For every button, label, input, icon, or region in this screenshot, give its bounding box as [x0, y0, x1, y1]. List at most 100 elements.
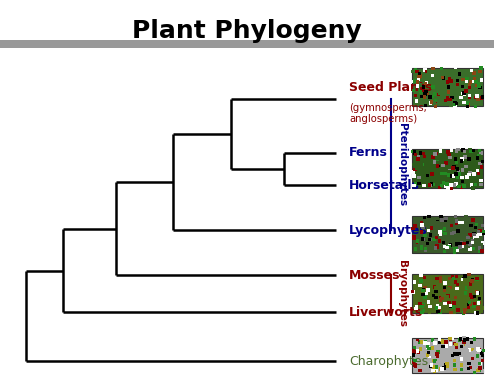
Point	[460, 240, 468, 247]
Point	[458, 158, 466, 164]
Point	[430, 77, 438, 83]
Point	[458, 243, 466, 249]
Point	[473, 353, 481, 359]
Point	[440, 75, 448, 81]
Point	[476, 295, 484, 301]
Point	[443, 237, 451, 244]
Point	[437, 366, 445, 372]
Point	[444, 294, 452, 300]
Point	[429, 181, 437, 188]
Point	[412, 221, 420, 227]
Point	[473, 277, 481, 283]
Point	[443, 181, 451, 187]
Point	[430, 83, 438, 90]
Point	[451, 78, 459, 85]
Point	[473, 276, 481, 282]
Point	[447, 96, 454, 103]
Point	[451, 102, 458, 108]
Point	[465, 341, 473, 347]
Point	[452, 223, 460, 230]
Point	[424, 227, 432, 234]
Point	[439, 89, 447, 95]
Point	[409, 68, 416, 74]
Point	[476, 231, 484, 237]
Point	[433, 275, 441, 281]
Point	[460, 275, 468, 281]
Point	[453, 78, 461, 84]
Point	[468, 347, 476, 353]
Point	[467, 339, 475, 345]
Point	[462, 164, 470, 170]
Point	[478, 358, 486, 364]
Point	[447, 242, 454, 248]
Point	[467, 222, 475, 229]
Point	[421, 294, 429, 300]
Point	[472, 95, 480, 101]
Point	[410, 235, 418, 241]
Point	[458, 83, 466, 90]
Point	[471, 301, 479, 307]
Point	[441, 243, 449, 249]
Point	[466, 147, 474, 153]
Point	[444, 79, 452, 85]
Point	[438, 337, 446, 343]
Point	[456, 244, 464, 250]
Point	[419, 236, 427, 242]
Point	[457, 227, 465, 233]
Point	[473, 93, 481, 99]
Point	[439, 239, 447, 245]
Text: Lycophytes: Lycophytes	[349, 224, 428, 237]
Point	[424, 69, 432, 75]
Point	[464, 365, 472, 371]
Point	[467, 301, 475, 307]
Point	[479, 158, 487, 164]
Point	[420, 287, 428, 293]
Point	[460, 339, 468, 345]
Point	[437, 278, 445, 284]
Point	[463, 76, 471, 82]
Point	[460, 349, 468, 355]
Point	[440, 288, 448, 295]
Point	[472, 309, 480, 315]
Point	[461, 276, 469, 283]
Point	[418, 72, 426, 78]
Point	[437, 213, 445, 220]
Point	[475, 152, 483, 159]
Point	[466, 169, 474, 175]
Point	[425, 340, 433, 347]
Point	[475, 300, 483, 306]
Point	[477, 77, 485, 83]
Point	[459, 147, 467, 153]
Point	[474, 366, 482, 372]
Point	[454, 307, 462, 313]
Point	[419, 84, 427, 90]
Point	[460, 90, 468, 96]
Point	[458, 178, 466, 185]
Point	[421, 284, 429, 291]
Point	[458, 185, 466, 191]
Point	[420, 94, 428, 100]
Point	[464, 301, 472, 308]
Point	[451, 103, 459, 109]
Point	[463, 75, 471, 81]
Point	[452, 68, 459, 74]
Point	[448, 182, 455, 188]
Point	[452, 341, 460, 347]
Point	[443, 94, 451, 100]
Point	[432, 285, 440, 291]
Point	[455, 337, 463, 343]
Point	[435, 166, 443, 172]
Point	[465, 284, 473, 290]
Point	[434, 163, 442, 169]
Point	[444, 342, 452, 349]
Point	[437, 297, 445, 303]
Point	[461, 290, 469, 296]
Point	[445, 96, 453, 102]
Point	[449, 273, 456, 279]
Point	[443, 361, 451, 367]
Point	[475, 231, 483, 237]
Point	[434, 244, 442, 251]
Point	[453, 247, 461, 253]
Point	[436, 90, 444, 96]
Point	[441, 230, 449, 236]
